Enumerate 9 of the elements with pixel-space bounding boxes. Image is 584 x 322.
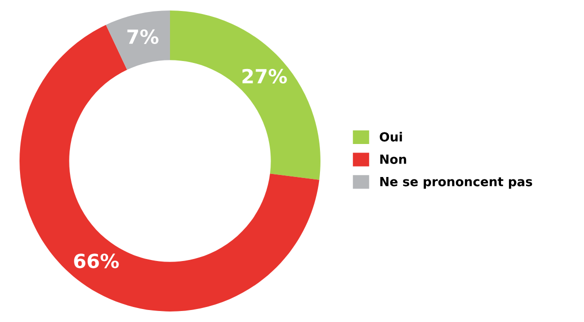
donut-slice bbox=[20, 24, 320, 312]
data-label: 27% bbox=[242, 68, 287, 84]
legend-label: Oui bbox=[380, 132, 402, 142]
data-label: 66% bbox=[74, 254, 119, 268]
donut-slice bbox=[106, 10, 170, 70]
legend-label: Ne se prononcent pas bbox=[380, 177, 532, 189]
data-label: 7% bbox=[127, 29, 158, 44]
donut-slice bbox=[170, 10, 320, 180]
legend-label: Non bbox=[380, 154, 406, 164]
